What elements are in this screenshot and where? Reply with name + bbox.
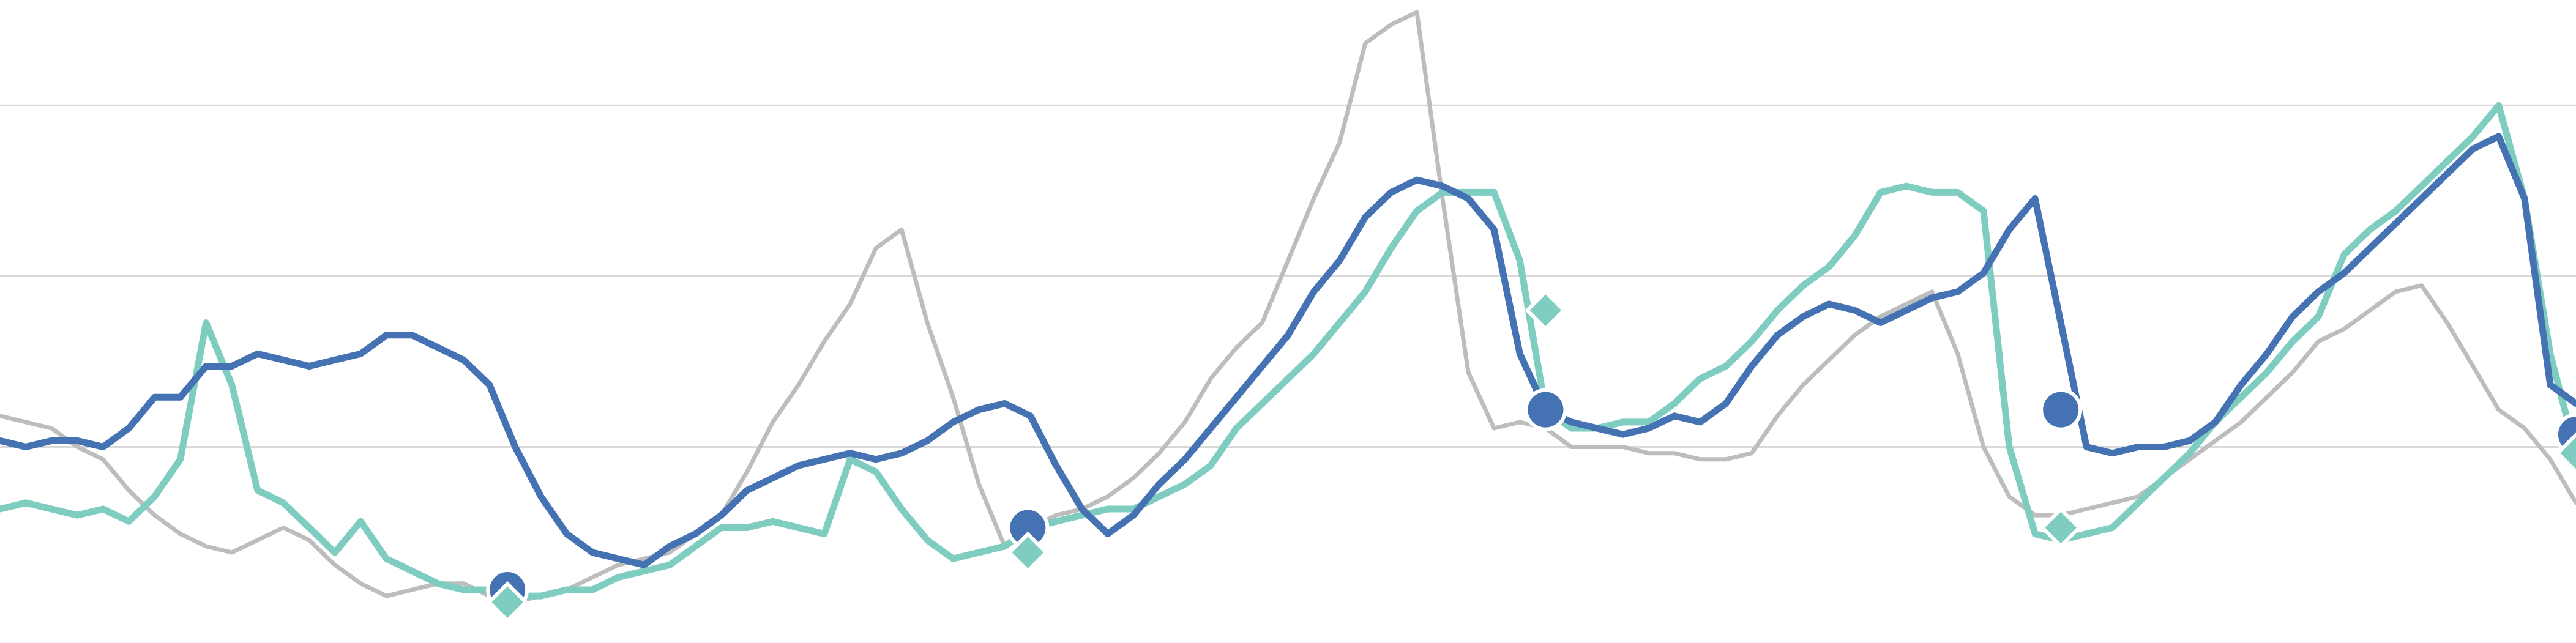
series-1-marker-4 — [2039, 388, 2083, 431]
series-1-marker-3 — [1524, 388, 1567, 431]
series-line-3 — [0, 10, 2576, 604]
series-2-marker-2 — [1007, 531, 1049, 574]
series-2-marker-5 — [2555, 432, 2576, 474]
series-markers — [486, 289, 2576, 623]
series-2-marker-4 — [2039, 507, 2082, 549]
series-line-2 — [0, 102, 2576, 600]
series-lines — [0, 10, 2576, 604]
series-2-marker-3 — [1525, 289, 1567, 332]
series-line-1 — [0, 133, 2576, 568]
series-2-marker-1 — [486, 581, 529, 623]
gridlines — [0, 104, 2576, 448]
